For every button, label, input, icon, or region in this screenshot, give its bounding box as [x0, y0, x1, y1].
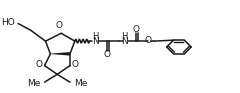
Text: Me: Me — [27, 79, 41, 88]
Text: Me: Me — [74, 79, 87, 88]
Text: N: N — [92, 37, 99, 46]
Text: O: O — [72, 60, 79, 69]
Polygon shape — [50, 52, 70, 56]
Text: N: N — [121, 37, 128, 46]
Text: H: H — [121, 32, 128, 41]
Text: O: O — [133, 25, 140, 34]
Text: O: O — [36, 60, 42, 69]
Text: O: O — [56, 21, 63, 30]
Text: O: O — [145, 36, 152, 45]
Text: HO: HO — [1, 18, 15, 27]
Text: H: H — [92, 32, 99, 41]
Text: O: O — [104, 50, 111, 59]
